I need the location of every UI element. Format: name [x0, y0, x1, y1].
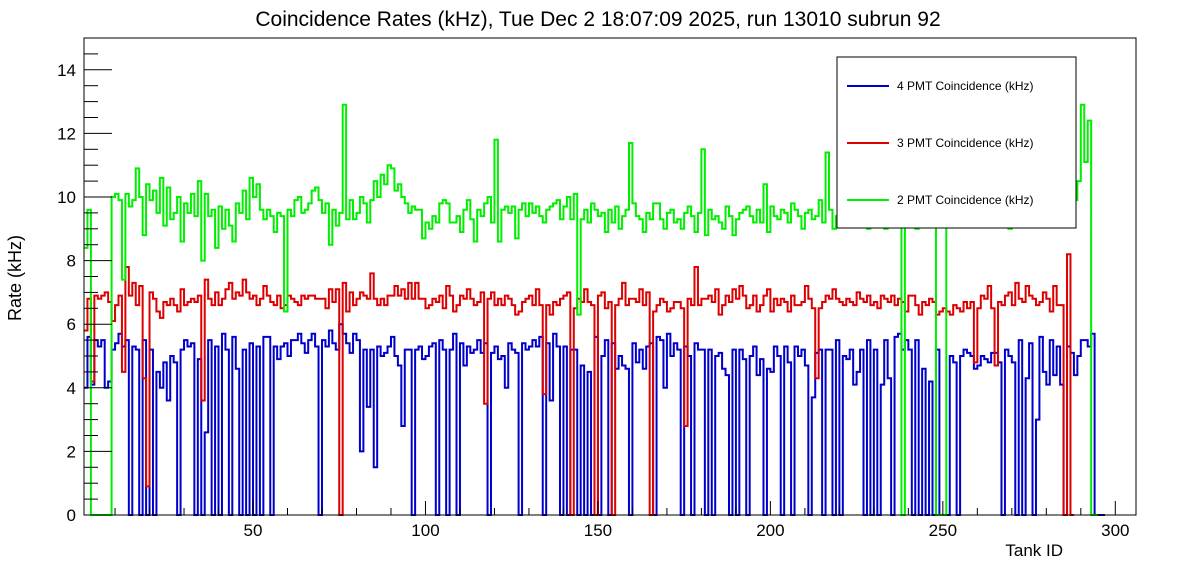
x-tick-label: 300 — [1101, 521, 1129, 540]
legend-label-2: 3 PMT Coincidence (kHz) — [897, 136, 1034, 150]
y-tick-label: 0 — [67, 506, 76, 525]
legend-label-1: 4 PMT Coincidence (kHz) — [897, 79, 1034, 93]
x-tick-label: 100 — [411, 521, 439, 540]
y-tick-label: 6 — [67, 315, 76, 334]
x-tick-label: 200 — [756, 521, 784, 540]
legend-label-3: 2 PMT Coincidence (kHz) — [897, 193, 1034, 207]
y-tick-label: 12 — [57, 124, 76, 143]
x-tick-label: 150 — [584, 521, 612, 540]
legend: 4 PMT Coincidence (kHz) 3 PMT Coincidence… — [836, 56, 1077, 229]
y-tick-label: 10 — [57, 188, 76, 207]
x-tick-label: 250 — [929, 521, 957, 540]
y-tick-label: 4 — [67, 379, 76, 398]
x-axis-title: Tank ID — [1005, 541, 1063, 560]
x-tick-label: 50 — [244, 521, 263, 540]
x-axis: 50 100 150 200 250 300 — [114, 501, 1129, 540]
y-tick-label: 14 — [57, 61, 76, 80]
y-axis: 0 2 4 6 8 10 12 14 — [57, 37, 112, 525]
y-tick-label: 2 — [67, 442, 76, 461]
y-tick-label: 8 — [67, 252, 76, 271]
chart-title: Coincidence Rates (kHz), Tue Dec 2 18:07… — [255, 8, 940, 31]
y-axis-title: Rate (kHz) — [5, 235, 25, 321]
